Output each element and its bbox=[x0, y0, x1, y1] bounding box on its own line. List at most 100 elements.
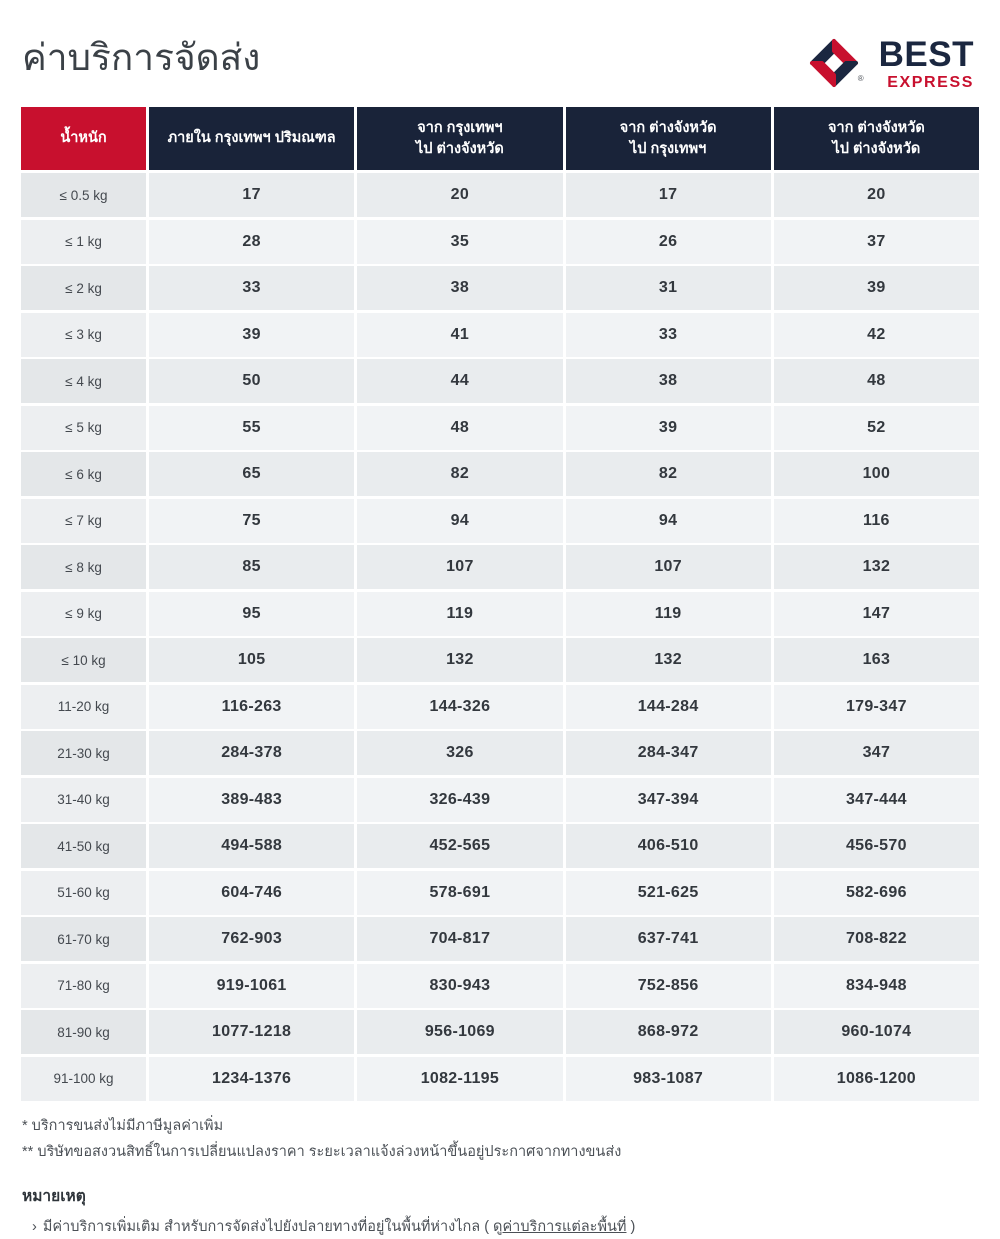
price-cell: 868-972 bbox=[565, 1010, 771, 1055]
price-cell: 284-378 bbox=[149, 731, 355, 776]
price-cell: 38 bbox=[565, 359, 771, 404]
header-cell-route: ภายใน กรุงเทพฯ ปริมณฑล bbox=[149, 107, 355, 171]
price-cell: 347-444 bbox=[773, 777, 979, 822]
price-cell: 830-943 bbox=[357, 963, 563, 1008]
price-cell: 100 bbox=[773, 452, 979, 497]
header-line: จาก ต่างจังหวัด bbox=[827, 119, 925, 136]
price-cell: 35 bbox=[357, 219, 563, 264]
price-cell: 163 bbox=[773, 638, 979, 683]
price-cell: 44 bbox=[357, 359, 563, 404]
shipping-rate-table: น้ำหนัก ภายใน กรุงเทพฯ ปริมณฑล จาก กรุงเทพ… bbox=[21, 107, 979, 1101]
weight-cell: ≤ 2 kg bbox=[21, 266, 146, 311]
price-cell: 983-1087 bbox=[565, 1056, 771, 1101]
price-cell: 82 bbox=[357, 452, 563, 497]
notes-section: หมายเหตุ › มีค่าบริการเพิ่มเติม สำหรับการ… bbox=[22, 1183, 978, 1239]
price-cell: 834-948 bbox=[773, 963, 979, 1008]
brand-name: BEST bbox=[878, 35, 974, 74]
price-cell: 82 bbox=[565, 452, 771, 497]
footnote-no-vat: * บริการขนส่งไม่มีภาษีมูลค่าเพิ่ม bbox=[22, 1117, 224, 1134]
price-cell: 33 bbox=[149, 266, 355, 311]
weight-cell: 91-100 kg bbox=[21, 1056, 146, 1101]
price-cell: 31 bbox=[565, 266, 771, 311]
price-cell: 17 bbox=[565, 173, 771, 218]
top-bar: ค่าบริการจัดส่ง ® BEST EXPRESS bbox=[0, 0, 1000, 92]
price-cell: 75 bbox=[149, 498, 355, 543]
footnote-price-change: ** บริษัทขอสงวนสิทธิ์ในการเปลี่ยนแปลงราค… bbox=[22, 1143, 622, 1160]
price-cell: 179-347 bbox=[773, 684, 979, 729]
notes-line: › มีค่าบริการเพิ่มเติม สำหรับการจัดส่งไปย… bbox=[32, 1215, 978, 1239]
area-rates-link[interactable]: ค่าบริการแต่ละพื้นที่ bbox=[502, 1218, 627, 1235]
price-cell: 347 bbox=[773, 731, 979, 776]
price-cell: 95 bbox=[149, 591, 355, 636]
weight-cell: ≤ 0.5 kg bbox=[21, 173, 146, 218]
price-cell: 39 bbox=[773, 266, 979, 311]
weight-cell: 11-20 kg bbox=[21, 684, 146, 729]
price-cell: 956-1069 bbox=[357, 1010, 563, 1055]
price-cell: 48 bbox=[773, 359, 979, 404]
price-cell: 39 bbox=[565, 405, 771, 450]
registered-mark: ® bbox=[857, 74, 864, 83]
price-cell: 1082-1195 bbox=[357, 1056, 563, 1101]
price-cell: 38 bbox=[357, 266, 563, 311]
notes-text-suffix: ) bbox=[626, 1218, 636, 1235]
price-cell: 52 bbox=[773, 405, 979, 450]
best-logo-text: BEST EXPRESS bbox=[878, 35, 974, 92]
price-cell: 452-565 bbox=[357, 824, 563, 869]
price-cell: 17 bbox=[149, 173, 355, 218]
price-cell: 406-510 bbox=[565, 824, 771, 869]
price-cell: 119 bbox=[357, 591, 563, 636]
weight-cell: 81-90 kg bbox=[21, 1010, 146, 1055]
price-cell: 752-856 bbox=[565, 963, 771, 1008]
price-cell: 704-817 bbox=[357, 917, 563, 962]
price-cell: 55 bbox=[149, 405, 355, 450]
weight-cell: 61-70 kg bbox=[21, 917, 146, 962]
price-cell: 960-1074 bbox=[773, 1010, 979, 1055]
price-cell: 762-903 bbox=[149, 917, 355, 962]
weight-cell: ≤ 6 kg bbox=[21, 452, 146, 497]
weight-cell: ≤ 5 kg bbox=[21, 405, 146, 450]
weight-cell: ≤ 9 kg bbox=[21, 591, 146, 636]
price-cell: 326-439 bbox=[357, 777, 563, 822]
price-cell: 144-284 bbox=[565, 684, 771, 729]
price-cell: 919-1061 bbox=[149, 963, 355, 1008]
brand-subname: EXPRESS bbox=[887, 74, 974, 92]
price-cell: 116 bbox=[773, 498, 979, 543]
header-line: น้ำหนัก bbox=[60, 130, 107, 147]
header-cell-route: จาก ต่างจังหวัด ไป กรุงเทพฯ bbox=[565, 107, 771, 171]
notes-text-prefix: มีค่าบริการเพิ่มเติม สำหรับการจัดส่งไปยั… bbox=[42, 1218, 503, 1235]
best-express-logo: ® BEST EXPRESS bbox=[809, 35, 974, 92]
price-cell: 20 bbox=[773, 173, 979, 218]
price-cell: 50 bbox=[149, 359, 355, 404]
price-cell: 708-822 bbox=[773, 917, 979, 962]
price-cell: 284-347 bbox=[565, 731, 771, 776]
price-cell: 48 bbox=[357, 405, 563, 450]
price-cell: 578-691 bbox=[357, 870, 563, 915]
price-cell: 1086-1200 bbox=[773, 1056, 979, 1101]
table-header: น้ำหนัก ภายใน กรุงเทพฯ ปริมณฑล จาก กรุงเทพ… bbox=[21, 107, 979, 171]
header-cell-route: จาก ต่างจังหวัด ไป ต่างจังหวัด bbox=[773, 107, 979, 171]
weight-cell: ≤ 4 kg bbox=[21, 359, 146, 404]
header-line: ไป ต่างจังหวัด bbox=[415, 140, 504, 157]
price-cell: 604-746 bbox=[149, 870, 355, 915]
price-cell: 1077-1218 bbox=[149, 1010, 355, 1055]
price-cell: 132 bbox=[773, 545, 979, 590]
price-cell: 94 bbox=[565, 498, 771, 543]
price-cell: 26 bbox=[565, 219, 771, 264]
price-cell: 33 bbox=[565, 312, 771, 357]
notes-heading: หมายเหตุ bbox=[22, 1187, 86, 1205]
weight-cell: 21-30 kg bbox=[21, 731, 146, 776]
price-cell: 28 bbox=[149, 219, 355, 264]
weight-cell: ≤ 10 kg bbox=[21, 638, 146, 683]
price-cell: 116-263 bbox=[149, 684, 355, 729]
weight-cell: 31-40 kg bbox=[21, 777, 146, 822]
price-cell: 65 bbox=[149, 452, 355, 497]
price-cell: 147 bbox=[773, 591, 979, 636]
header-line: จาก กรุงเทพฯ bbox=[417, 119, 503, 136]
weight-cell: ≤ 3 kg bbox=[21, 312, 146, 357]
price-cell: 119 bbox=[565, 591, 771, 636]
price-cell: 637-741 bbox=[565, 917, 771, 962]
weight-cell: 51-60 kg bbox=[21, 870, 146, 915]
price-cell: 107 bbox=[357, 545, 563, 590]
price-cell: 132 bbox=[565, 638, 771, 683]
